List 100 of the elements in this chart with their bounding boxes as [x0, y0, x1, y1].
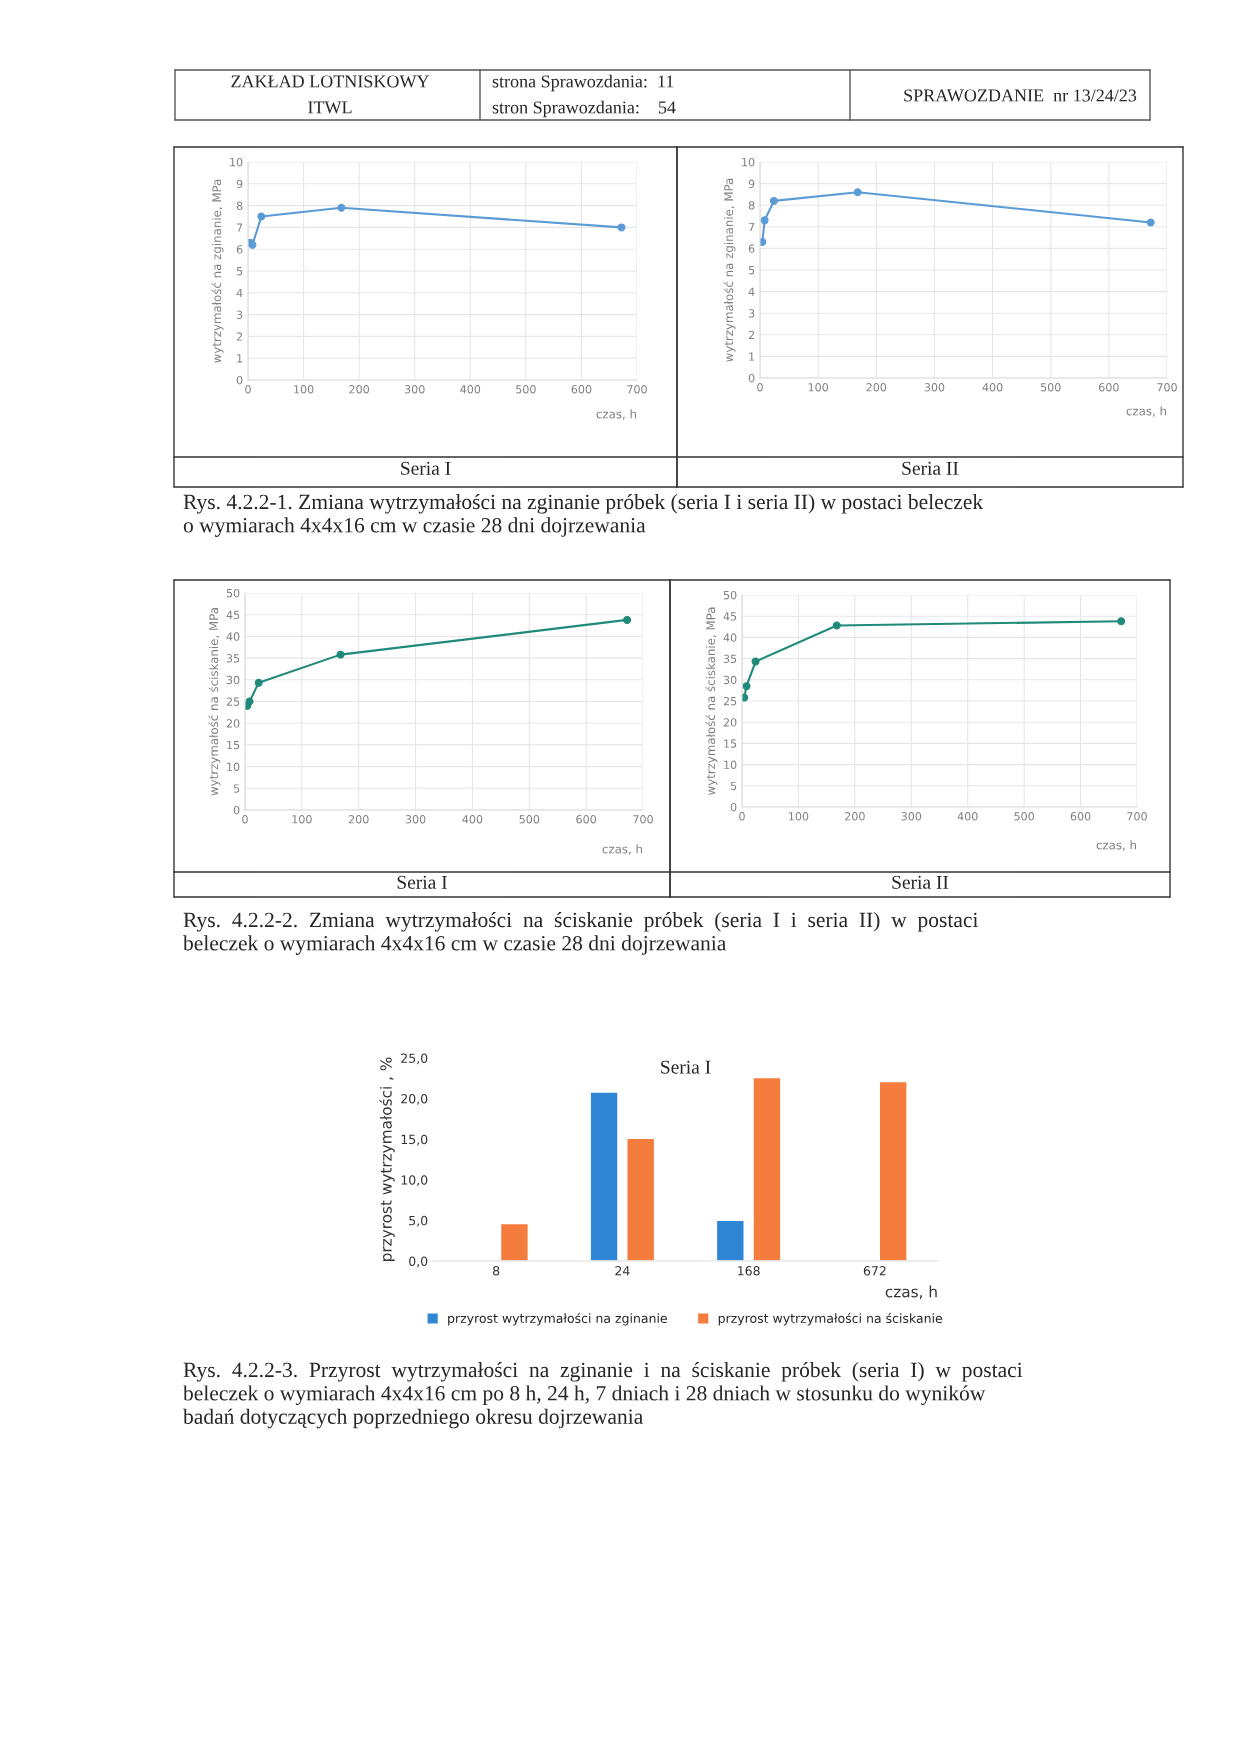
y-tick-label: 15	[227, 741, 240, 750]
y-tick-label: 3	[236, 310, 243, 319]
y-tick-label: 50	[226, 588, 240, 598]
y-tick-label: 20	[723, 718, 737, 727]
x-tick-label: 300	[924, 383, 945, 392]
x-tick-label: 0	[739, 812, 745, 821]
x-tick-label: 0	[245, 385, 251, 394]
y-tick-label: 5	[730, 781, 737, 791]
x-tick-label: 24	[615, 1266, 630, 1276]
y-axis-title: wytrzymałość na zginanie, MPa	[211, 179, 224, 363]
point	[760, 216, 769, 225]
y-tick-label: 1	[749, 352, 755, 361]
chart-title: Seria I	[661, 1060, 711, 1074]
x-tick-label: 600	[1070, 812, 1091, 821]
text: Seria I	[401, 461, 451, 475]
text: ITWL	[308, 101, 352, 114]
y-tick-label: 5	[748, 266, 755, 275]
y-axis-title: wytrzymałość na ściskanie, MPa	[208, 608, 221, 796]
y-tick-label: 7	[236, 223, 243, 232]
y-tick-label: 0,0	[409, 1256, 428, 1268]
y-tick-label: 10	[742, 157, 755, 167]
text: Seria II	[892, 875, 949, 889]
bar	[589, 1091, 619, 1261]
point	[832, 621, 841, 630]
x-tick-label: 8	[493, 1266, 500, 1276]
y-tick-label: 9	[748, 179, 755, 188]
x-tick-label: 100	[808, 383, 829, 392]
x-tick-label: 200	[845, 812, 865, 821]
x-tick-label: 300	[404, 385, 425, 394]
point	[257, 212, 266, 221]
y-tick-label: 6	[236, 245, 243, 254]
y-tick-label: 35	[226, 654, 240, 663]
y-tick-label: 20	[226, 719, 240, 728]
point	[617, 223, 626, 232]
x-tick-label: 700	[627, 385, 647, 394]
y-tick-label: 7	[748, 222, 755, 232]
y-tick-label: 0	[730, 802, 737, 812]
y-tick-label: 4	[236, 288, 243, 298]
y-tick-label: 5	[236, 267, 243, 276]
x-tick-label: 400	[957, 812, 978, 821]
x-tick-label: 400	[460, 385, 481, 394]
x-tick-label: 168	[738, 1266, 760, 1276]
y-tick-label: 35	[723, 654, 737, 663]
x-tick-label: 500	[519, 815, 540, 824]
x-tick-label: 500	[1014, 812, 1035, 821]
x-axis-title: czas, h	[1126, 406, 1166, 417]
y-tick-label: 9	[236, 179, 243, 189]
y-tick-label: 0	[748, 373, 755, 383]
y-tick-label: 40	[723, 633, 737, 642]
legend-label: przyrost wytrzymałości na zginanie	[448, 1312, 667, 1326]
point	[769, 196, 778, 205]
y-tick-label: 20,0	[401, 1094, 428, 1105]
x-tick-label: 672	[863, 1266, 886, 1276]
x-tick-label: 700	[1157, 383, 1177, 392]
text: ZAKŁAD LOTNISKOWY	[231, 75, 430, 88]
x-axis-title: czas, h	[596, 409, 636, 420]
x-tick-label: 100	[294, 385, 314, 394]
text: Rys. 4.2.2-2. Zmiana wytrzymałości na ściskanie próbek (seria I i seria II) w postaci beleczek o wymiarach 4x4x16 cm w czasie 28 dni dojrzewania	[183, 912, 979, 955]
y-tick-label: 40	[226, 632, 240, 641]
y-tick-label: 30	[723, 675, 737, 685]
bar	[626, 1137, 656, 1261]
x-axis-title: czas, h	[1096, 840, 1136, 851]
text: strona Sprawozdania: 11	[492, 74, 674, 92]
x-tick-label: 700	[1127, 812, 1147, 821]
y-tick-label: 8	[748, 201, 755, 210]
y-tick-label: 0	[236, 375, 243, 385]
x-tick-label: 200	[348, 815, 369, 824]
text: Seria II	[902, 461, 959, 475]
y-axis-title: wytrzymałość na zginanie, MPa	[723, 178, 736, 362]
point	[1117, 617, 1126, 626]
text: Rys. 4.2.2-3. Przyrost wytrzymałości na zginanie i na ściskanie próbek (seria I) w postaci beleczek o wymiarach 4x4x16 cm po 8 h, 24 h, 7 dniach i 28 dniach w stosunku do wyników badań dotyczących poprzedniego okresu dojrzewania	[183, 1362, 1023, 1429]
y-tick-label: 50	[723, 590, 737, 600]
x-tick-label: 400	[982, 383, 1003, 392]
x-tick-label: 600	[576, 815, 597, 824]
x-tick-label: 100	[292, 815, 312, 824]
x-tick-label: 600	[571, 385, 592, 394]
x-tick-label: 700	[633, 815, 653, 824]
bar	[752, 1076, 782, 1261]
x-tick-label: 300	[405, 815, 426, 824]
x-tick-label: 400	[462, 815, 483, 824]
x-tick-label: 100	[789, 812, 809, 821]
y-tick-label: 10	[227, 762, 240, 771]
text: Seria I	[397, 875, 447, 889]
point	[254, 678, 263, 687]
x-tick-label: 600	[1099, 383, 1119, 392]
y-tick-label: 1	[237, 354, 243, 363]
y-tick-label: 2	[748, 330, 755, 340]
y-tick-label: 30	[226, 675, 240, 685]
text: SPRAWOZDANIE nr 13/24/23	[904, 89, 1137, 102]
x-tick-label: 0	[757, 383, 763, 392]
y-tick-label: 25	[226, 697, 240, 706]
y-tick-label: 10	[230, 157, 243, 167]
x-tick-label: 500	[516, 385, 536, 394]
text: stron Sprawozdania: 54	[492, 100, 676, 118]
y-tick-label: 25,0	[401, 1053, 428, 1065]
y-tick-label: 4	[748, 287, 755, 296]
point	[623, 615, 632, 624]
text: Rys. 4.2.2-1. Zmiana wytrzymałości na zginanie próbek (seria I i seria II) w postaci beleczek o wymiarach 4x4x16 cm w czasie 28 dni dojrzewania	[183, 494, 984, 537]
y-tick-label: 5,0	[409, 1215, 428, 1227]
x-tick-label: 500	[1040, 383, 1061, 392]
